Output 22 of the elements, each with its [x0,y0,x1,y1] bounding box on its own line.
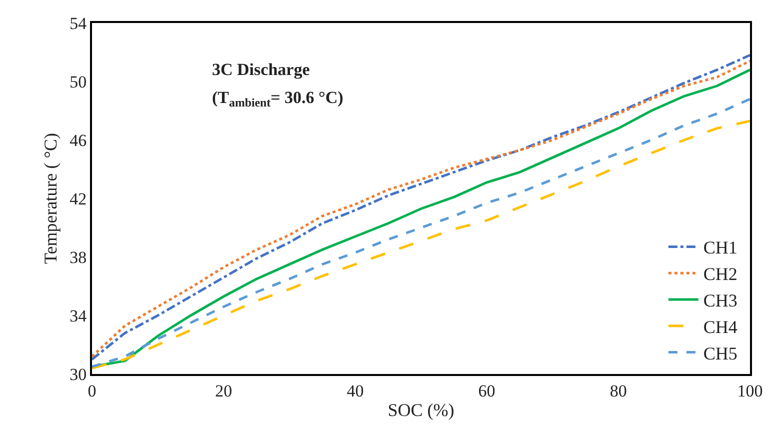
x-tick-label: 20 [215,381,232,400]
legend-label: CH4 [703,316,738,337]
legend-label: CH1 [703,238,738,258]
y-tick-label: 42 [70,189,87,208]
y-axis-title: Temperature ( °C) [40,133,60,264]
legend-label: CH2 [703,264,738,284]
y-tick-label: 34 [70,306,88,326]
y-tick-label: 50 [70,72,87,92]
y-tick-label: 54 [70,14,88,33]
legend-label: CH5 [703,343,738,364]
x-tick-label: 100 [737,381,763,400]
x-axis-title: SOC (%) [388,400,454,420]
x-tick-label: 40 [346,381,364,400]
x-tick-label: 80 [610,381,627,400]
legend-label: CH3 [703,290,738,311]
annotation: (T$_{ambient}$= 30.6 °C) [212,88,344,110]
annotation: 3C Discharge [212,60,310,79]
x-tick-label: 60 [478,381,496,400]
y-tick-label: 30 [70,364,87,384]
y-tick-label: 38 [70,248,87,267]
x-tick-label: 0 [88,381,96,400]
y-tick-label: 46 [70,130,87,150]
